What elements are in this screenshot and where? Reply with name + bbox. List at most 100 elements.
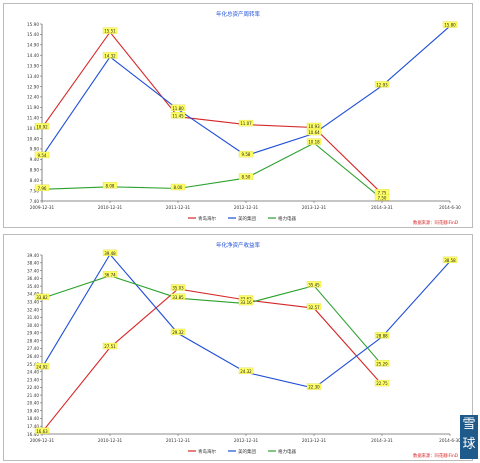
y-tick-label: 12.90: [27, 84, 39, 89]
x-tick-label: 2009-12-31: [30, 205, 55, 210]
data-label-box: [34, 123, 50, 130]
data-label-box: [442, 256, 458, 264]
series-line-0: [41, 288, 383, 433]
y-tick-label: 13.90: [27, 63, 39, 68]
data-label-box: [102, 271, 118, 278]
data-label-text: 14.32: [104, 54, 116, 59]
data-label-text: 29.32: [172, 330, 184, 335]
data-label-text: 27.51: [104, 344, 116, 349]
data-label-1-6: 38.58: [442, 256, 458, 264]
y-tick-label: 8.90: [30, 168, 40, 173]
data-label-0-4: 10.93: [306, 122, 322, 130]
watermark-char-2: 球: [462, 437, 476, 452]
series-line-0: [41, 31, 383, 195]
legend-label-0: 青岛海尔: [198, 215, 216, 222]
data-label-2-1: 8.08: [102, 182, 118, 189]
legend-label-2: 格力电器: [278, 448, 296, 455]
y-tick-label: 34.40: [27, 292, 39, 297]
y-tick-label: 9.40: [30, 157, 40, 162]
data-label-text: 33.85: [172, 295, 184, 300]
data-label-text: 10.93: [308, 124, 320, 129]
y-tick-label: 18.40: [27, 416, 39, 421]
data-label-text: 35.45: [308, 282, 320, 287]
y-tick-label: 7.90: [30, 188, 40, 193]
source-note: 数据来源：同花顺iFinD: [413, 219, 459, 226]
data-label-1-3: 24.32: [238, 367, 254, 375]
data-label-1-6: 15.80: [442, 21, 458, 28]
data-label-2-0: 7.96: [34, 184, 50, 191]
data-label-box: [170, 183, 186, 191]
y-tick-label: 14.40: [27, 53, 39, 58]
data-label-1-0: 24.92: [34, 363, 50, 370]
y-tick-label: 10.90: [27, 126, 39, 131]
data-label-2-5: 25.29: [374, 360, 390, 367]
data-label-2-4: 35.45: [306, 281, 322, 288]
data-label-text: 39.48: [104, 251, 116, 256]
data-label-text: 10.18: [308, 140, 320, 145]
data-label-text: 8.08: [106, 183, 115, 188]
y-tick-label: 36.40: [27, 276, 39, 281]
data-label-0-3: 11.07: [238, 119, 254, 127]
data-label-text: 38.58: [444, 258, 456, 263]
data-label-text: 36.74: [104, 272, 116, 277]
legend-label-2: 格力电器: [278, 215, 296, 222]
data-label-text: 8.50: [242, 175, 251, 180]
data-label-box: [170, 328, 186, 336]
data-label-text: 24.32: [240, 369, 252, 374]
data-label-text: 28.88: [376, 333, 388, 338]
legend-label-1: 美的集团: [238, 448, 256, 455]
data-label-1-0: 9.54: [34, 151, 50, 159]
data-label-box: [102, 27, 118, 34]
data-label-text: 11.07: [240, 121, 252, 126]
y-tick-label: 31.40: [27, 315, 39, 320]
data-label-box: [34, 427, 50, 434]
data-label-box: [306, 138, 322, 145]
data-label-box: [170, 293, 186, 300]
chart-roe: 年化净资产收益率 16.40 17.40 18.40 19.40 20.40 21.40 22…: [27, 241, 461, 459]
y-tick-label: 28.40: [27, 338, 39, 343]
x-tick-label: 2013-12-31: [302, 205, 327, 210]
watermark-char-1: 雪: [462, 417, 476, 432]
data-label-box: [238, 298, 254, 306]
y-tick-label: 20.40: [27, 401, 39, 406]
y-tick-label: 25.40: [27, 362, 39, 367]
data-label-1-2: 29.32: [170, 328, 186, 336]
y-tick-label: 8.40: [30, 178, 40, 183]
chart-title: 年化净资产收益率: [216, 241, 261, 249]
data-label-box: [306, 383, 322, 390]
y-tick-label: 15.40: [27, 32, 39, 37]
data-label-text: 9.58: [242, 152, 251, 157]
data-label-text: 10.64: [308, 130, 320, 135]
y-tick-label: 29.40: [27, 331, 39, 336]
data-label-text: 7.50: [378, 196, 387, 201]
data-label-2-3: 8.50: [238, 173, 254, 180]
data-label-text: 33.82: [36, 295, 48, 300]
y-tick-label: 15.90: [27, 22, 39, 27]
x-tick-label: 2012-12-31: [234, 438, 259, 443]
y-tick-label: 23.40: [27, 377, 39, 382]
data-label-1-5: 12.93: [374, 81, 390, 88]
data-label-0-4: 32.57: [306, 303, 322, 310]
y-tick-label: 38.40: [27, 261, 39, 266]
y-tick-label: 24.40: [27, 370, 39, 375]
y-tick-label: 39.40: [27, 253, 39, 258]
x-tick-label: 2011-12-31: [166, 205, 191, 210]
y-tick-label: 11.40: [27, 116, 39, 121]
data-label-1-5: 28.88: [374, 332, 390, 339]
x-tick-label: 2014-3-31: [371, 205, 393, 210]
data-label-text: 33.16: [240, 300, 252, 305]
data-label-2-1: 36.74: [102, 271, 118, 278]
x-tick-label: 2010-12-31: [98, 205, 123, 210]
data-label-1-4: 10.64: [306, 128, 322, 136]
data-label-0-0: 16.63: [34, 427, 50, 434]
y-tick-label: 10.40: [27, 136, 39, 141]
data-label-box: [34, 151, 50, 159]
y-tick-label: 7.40: [30, 199, 40, 204]
chart-panel-roe: 年化净资产收益率 16.40 17.40 18.40 19.40 20.40 21.40 22…: [3, 234, 473, 461]
x-tick-label: 2013-12-31: [302, 438, 327, 443]
data-label-1-1: 39.48: [102, 249, 118, 257]
y-tick-label: 12.40: [27, 95, 39, 100]
chart-asset-turnover: 年化总资产周转率 7.40 7.90 8.40 8.90 9.40 9.90 10.40 10.…: [27, 10, 461, 226]
data-label-2-2: 33.85: [170, 293, 186, 300]
data-label-box: [374, 194, 390, 201]
